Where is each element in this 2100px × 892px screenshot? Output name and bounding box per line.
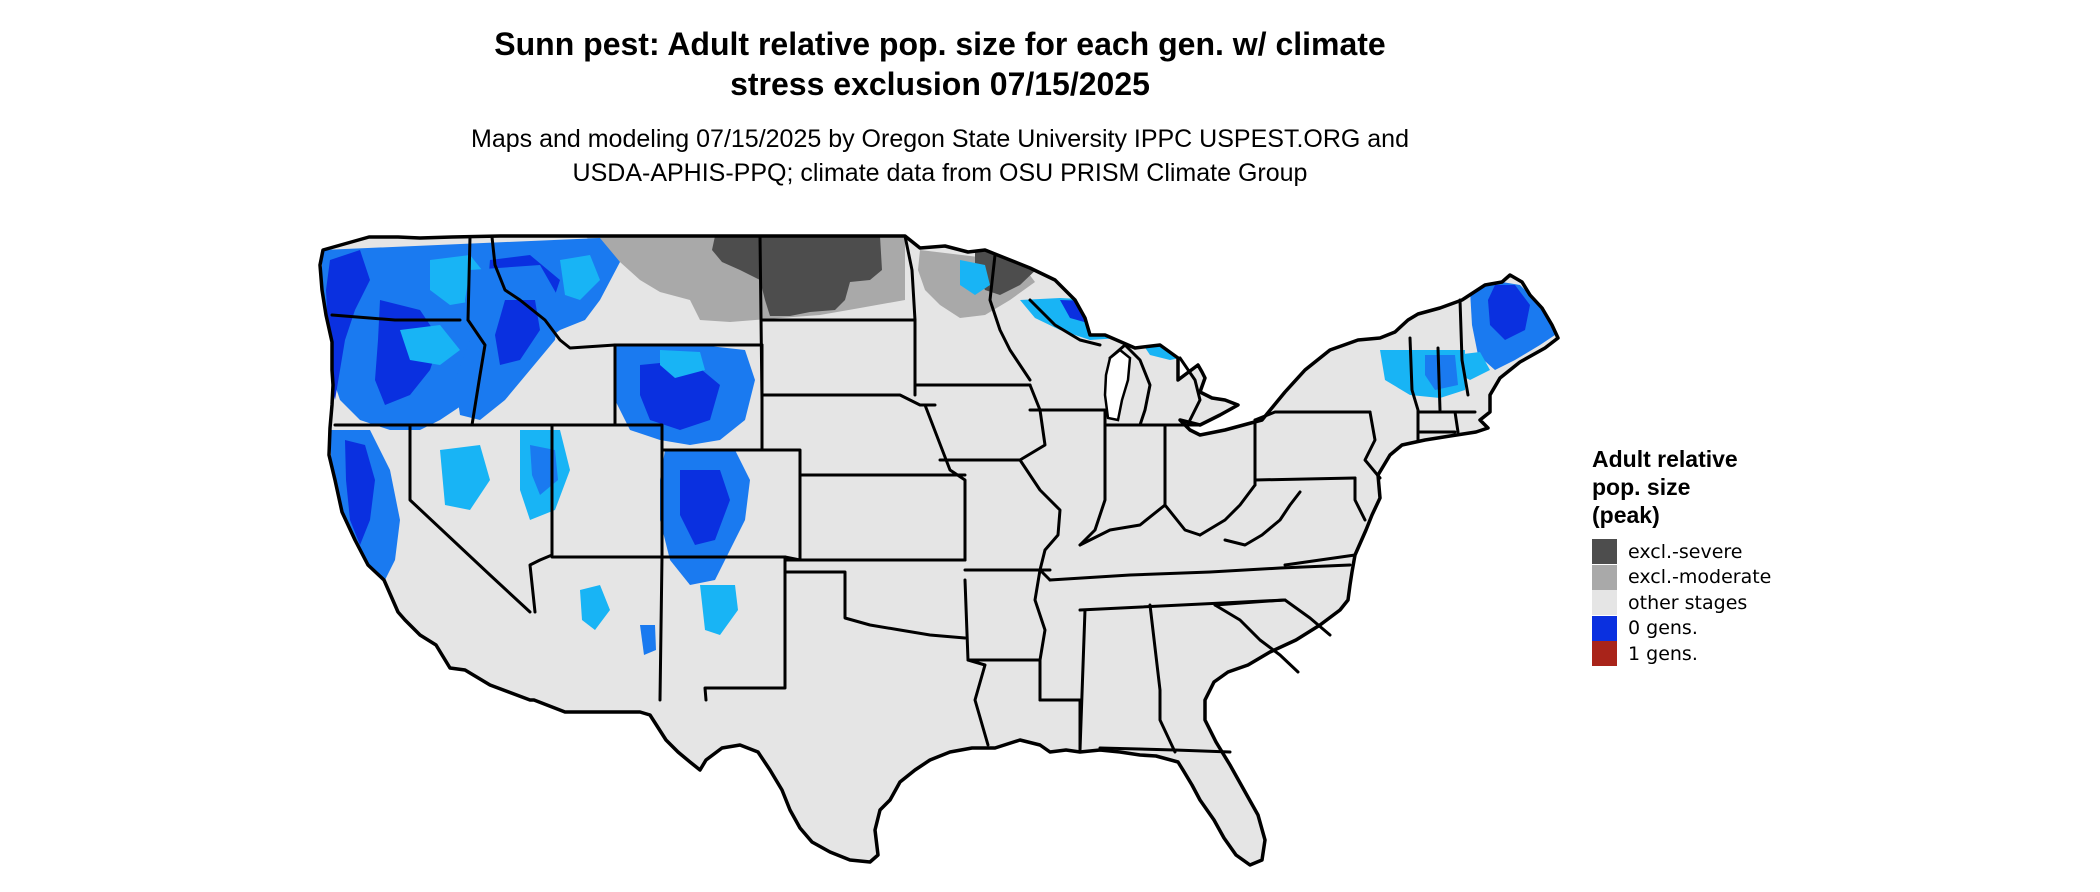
zero-gens-region-new-mexico (700, 585, 738, 635)
border-mi-lake-huron (1178, 356, 1202, 422)
legend-label-0-gens: 0 gens. (1628, 617, 1698, 640)
border-ca-nv (408, 423, 532, 614)
legend-label-other-stages: other stages (1628, 591, 1748, 614)
border-sd-ne (760, 393, 937, 407)
border-nh-me (1458, 298, 1470, 397)
zero-gens-region-nevada (440, 445, 490, 510)
legend-title-line-2: pop. size (1592, 474, 1691, 500)
border-pa-md-wv (1253, 476, 1357, 482)
border-ms-al (1078, 608, 1087, 752)
us-map (318, 234, 1560, 867)
border-oh-wv-ky (1198, 483, 1257, 537)
zero-gens-region-arizona (580, 585, 610, 630)
legend-swatch-other-stages (1592, 590, 1617, 616)
border-md-de (1353, 476, 1367, 522)
border-ia-il (1018, 383, 1047, 462)
legend-swatch-excl-severe (1592, 539, 1617, 565)
border-ct-ri (1453, 410, 1460, 434)
legend-item: other stages (1592, 590, 1892, 616)
border-mn-wi (988, 253, 1032, 382)
state-borders (318, 234, 1560, 867)
border-mi-lake (1108, 343, 1152, 427)
zero-gens-region-wisconsin-nw (960, 260, 990, 295)
lake-michigan (1103, 348, 1132, 422)
legend-swatch-excl-moderate (1592, 564, 1617, 590)
map-title-line-2: stress exclusion 07/15/2025 (730, 66, 1150, 102)
border-nc-sc (1213, 598, 1332, 637)
border-il-in (1078, 408, 1107, 547)
border-ky-tn (1048, 563, 1352, 582)
zero-gens-region-arizona-dark (640, 625, 656, 655)
border-ar-ms-tn (1033, 568, 1047, 702)
border-wv-va (1223, 490, 1302, 547)
map-subtitle-line-2: USDA-APHIS-PPQ; climate data from OSU PR… (572, 159, 1308, 187)
map-title-line-1: Sunn pest: Adult relative pop. size for … (494, 26, 1386, 62)
border-wy-ut-co (613, 423, 764, 452)
border-mo-ks-ia (923, 403, 967, 562)
zero-gens-region-nw-light-3 (400, 325, 460, 365)
zero-gens-region-vt-nh-dark (1425, 355, 1458, 390)
border-al-ga (1148, 603, 1177, 754)
map-title: Sunn pest: Adult relative pop. size for … (300, 24, 1580, 104)
zero-gens-region-nw-light-2 (560, 255, 600, 300)
border-nm-tx (703, 555, 787, 702)
map-subtitle: Maps and modeling 07/15/2025 by Oregon S… (300, 122, 1580, 190)
zero-gens-region-wyoming-light (660, 350, 705, 378)
legend-swatch-1-gens (1592, 641, 1617, 667)
legend-title: Adult relative pop. size (peak) (1592, 445, 1892, 529)
border-wa-or (330, 313, 462, 322)
border-az-nm (658, 555, 664, 702)
border-wa-id (466, 235, 472, 322)
legend-item: 0 gens. (1592, 615, 1892, 642)
zero-gens-region-maine-dark (1488, 285, 1530, 340)
legend-label-excl-severe: excl.-severe (1628, 540, 1743, 563)
us-outline (318, 234, 1560, 867)
border-ok-tx (783, 570, 967, 640)
zero-gens-region-idaho-dark (495, 300, 540, 365)
map-legend: Adult relative pop. size (peak) excl.-se… (1592, 445, 1892, 667)
border-nj-pa (1363, 410, 1382, 480)
legend-item: excl.-moderate (1592, 564, 1892, 591)
zero-gens-region-california-dark (345, 440, 375, 545)
legend-title-line-3: (peak) (1592, 502, 1660, 528)
legend-label-excl-moderate: excl.-moderate (1628, 566, 1772, 589)
border-co-ne (760, 448, 802, 477)
legend-item: 1 gens. (1592, 641, 1892, 667)
border-nd-mn (903, 234, 917, 322)
legend-swatch-0-gens (1592, 615, 1617, 641)
border-in-ky (1078, 503, 1202, 547)
legend-items: excl.-severe excl.-moderate other stages… (1592, 539, 1892, 667)
border-vt-nh (1436, 346, 1442, 412)
border-va-nc-tn (1283, 553, 1357, 567)
border-ga-sc (1213, 603, 1300, 674)
map-title-block: Sunn pest: Adult relative pop. size for … (300, 24, 1580, 190)
border-nv-ut-az (528, 423, 554, 614)
border-wi-mi-up (1028, 298, 1102, 347)
border-pa-ny (1253, 410, 1372, 422)
border-ny-vt-ma (1408, 336, 1420, 442)
legend-item: excl.-severe (1592, 539, 1892, 565)
map-overlays (322, 236, 1555, 655)
border-or-id (466, 318, 487, 427)
zero-gens-region-colorado-dark (680, 470, 730, 545)
legend-title-line-1: Adult relative (1592, 446, 1738, 472)
map-subtitle-line-1: Maps and modeling 07/15/2025 by Oregon S… (471, 125, 1409, 153)
excl-severe-region-north (712, 236, 882, 316)
legend-label-1-gens: 1 gens. (1628, 642, 1698, 665)
zero-gens-region-wyoming-dark (640, 360, 720, 430)
border-id-mt (490, 235, 617, 350)
zero-gens-region-nw-dark-1 (326, 250, 370, 400)
border-tx-la-ar (963, 578, 990, 747)
border-ga-fl (1098, 746, 1232, 754)
